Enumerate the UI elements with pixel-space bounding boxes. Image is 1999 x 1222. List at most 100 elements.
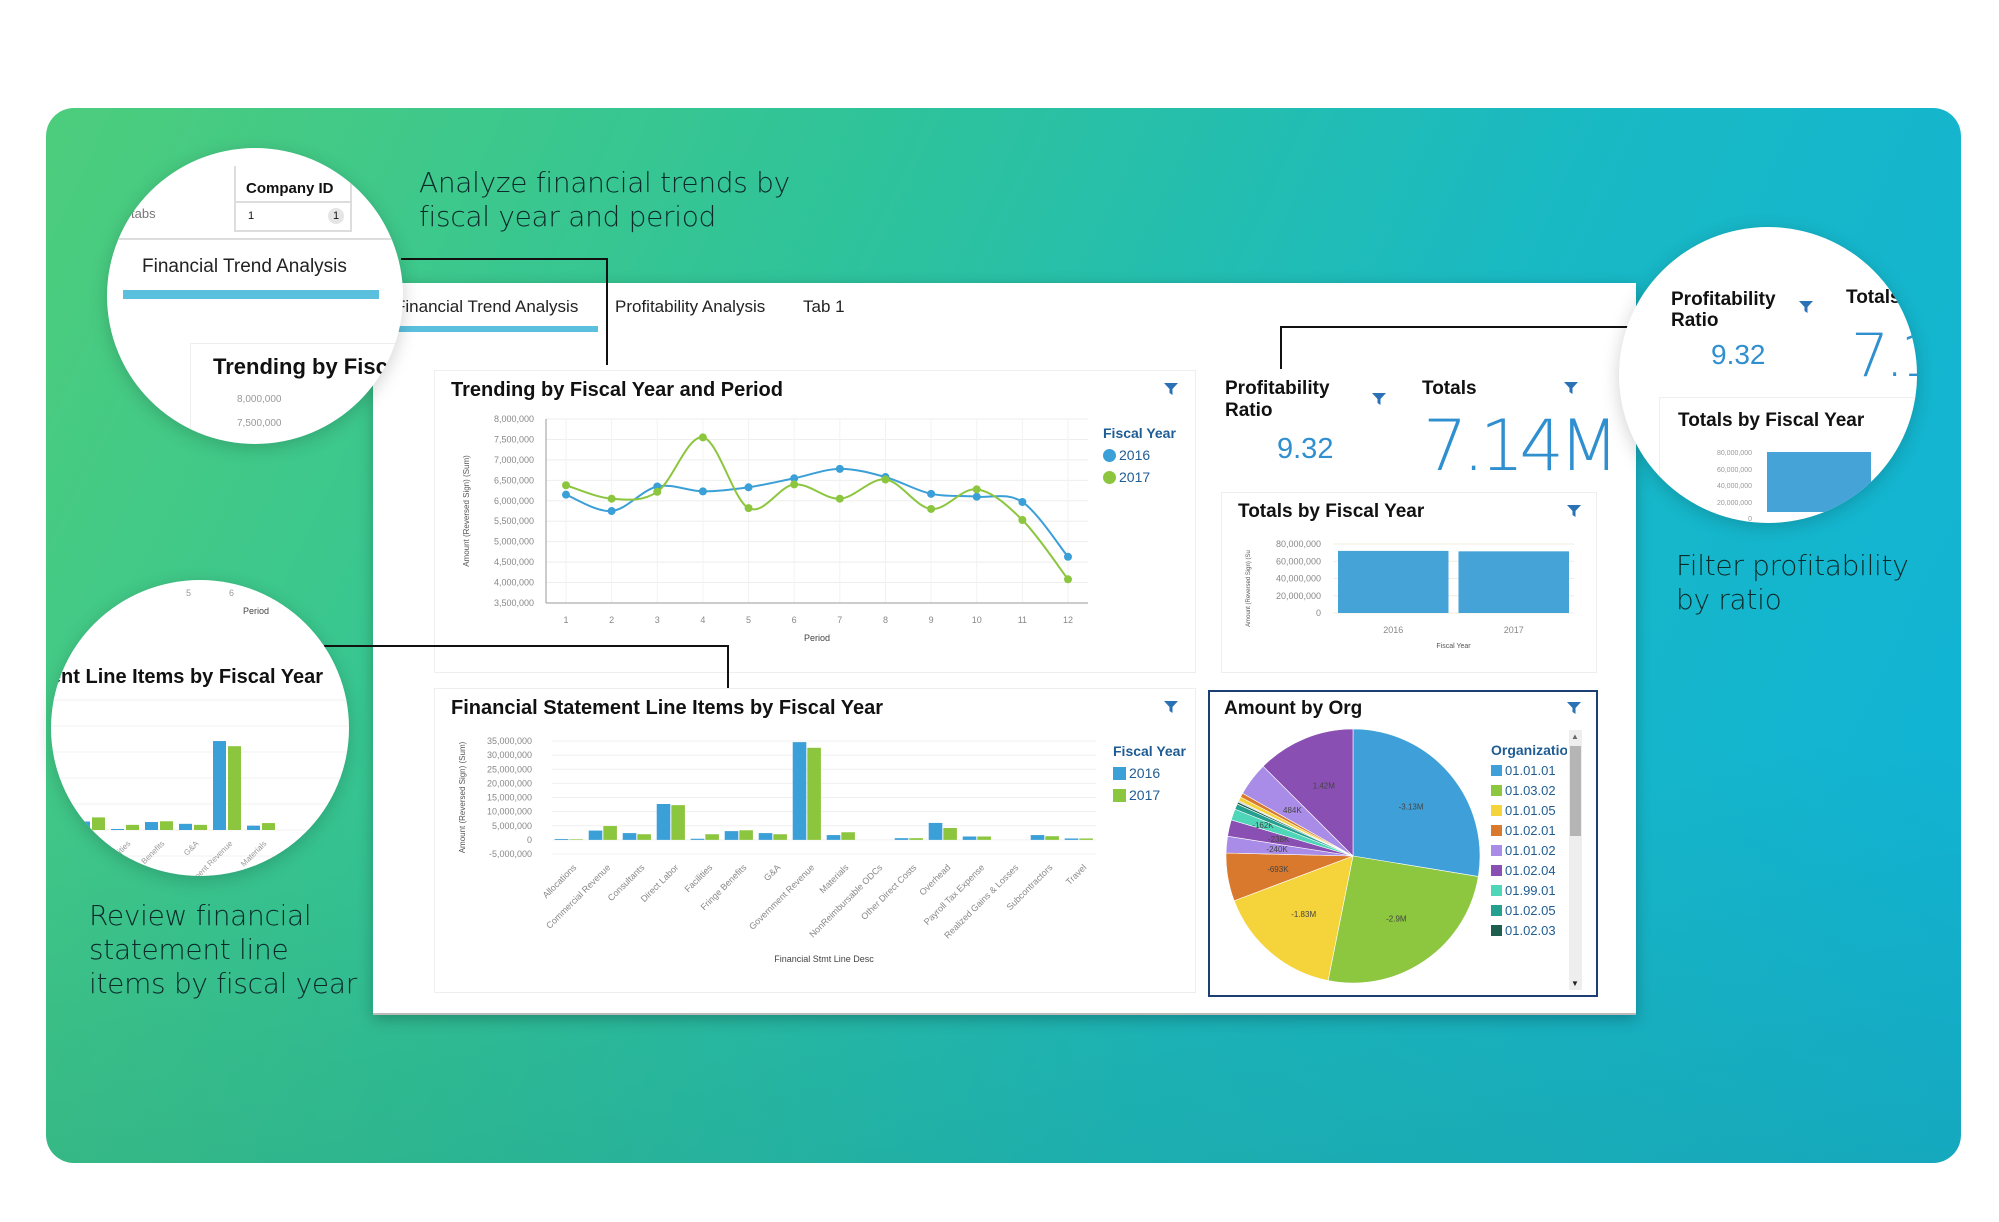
y-tick: 5,000,000 [494,537,534,547]
data-point-2016 [972,492,981,501]
callout-line: Analyze financial trends by [419,166,790,199]
bar-2016 [656,803,671,840]
connector-line [401,258,608,260]
legend-swatch [1491,845,1502,856]
callout-line: Filter profitability [1676,549,1909,582]
y-tick: 15,000,000 [487,793,532,803]
x-tick: Facilities [683,862,715,894]
legend-item-2017[interactable]: 2017 [1103,469,1176,485]
legend-item-2017[interactable]: 2017 [1113,787,1186,803]
bar-2017 [773,834,787,840]
legend-marker [1103,471,1116,484]
legend-item-2016[interactable]: 2016 [1113,765,1186,781]
y-tick: 35,000,000 [487,736,532,746]
x-tick: 3 [655,615,660,625]
filter-icon[interactable] [1798,299,1814,315]
trend-panel: Trending by Fiscal Year and Period 3,500… [434,370,1196,673]
callout-line: by ratio [1676,583,1782,616]
y-tick: 25,000,000 [487,764,532,774]
y-tick: 4,000,000 [494,578,534,588]
bar-2017 [705,834,719,840]
y-tick: 80,000,000 [1716,450,1752,457]
bar-2017 [92,817,105,830]
data-point-2016 [835,464,844,473]
x-tick: Government Revenue [173,839,235,876]
legend-item-01.03.02[interactable]: 01.03.02 [1491,783,1567,798]
company-id-filter[interactable]: Company ID 1 1 [234,166,352,232]
filter-icon[interactable] [1566,700,1582,716]
bar-2016 [928,822,943,840]
pie-slice-01.01.05 [1233,855,1354,981]
zoom-circle-tabs: tabs Company ID 1 1 Financial Trend Anal… [107,148,403,444]
filter-icon[interactable] [1566,503,1582,519]
legend-item-01.02.05[interactable]: 01.02.05 [1491,903,1567,918]
bar-2017 [943,828,957,840]
tab-financial-trend-analysis[interactable]: Financial Trend Analysis [142,256,347,277]
bar-2016 [588,830,603,840]
bar-2016[interactable] [1767,452,1871,512]
legend-item-01.01.02[interactable]: 01.01.02 [1491,843,1567,858]
legend-item-01.01.01[interactable]: 01.01.01 [1491,763,1567,778]
legend-item-01.02.03[interactable]: 01.02.03 [1491,923,1567,938]
y-tick: 20,000,000 [1276,591,1321,601]
pie-data-label: -1.83M [1291,910,1316,919]
x-tick: 7 [837,615,842,625]
caret-up-icon[interactable]: ▲ [1571,732,1579,741]
y-tick: 6,500,000 [494,475,534,485]
bar-2016 [554,839,569,840]
tab-tab-1[interactable]: Tab 1 [803,297,845,316]
legend-swatch [1491,885,1502,896]
legend-item-01.99.01[interactable]: 01.99.01 [1491,883,1567,898]
x-tick: 11 [1018,615,1027,625]
bar-2017 [1045,836,1059,840]
panel-title: Totals by Fiscal Year [1238,501,1425,522]
caret-down-icon[interactable]: ▼ [1571,979,1579,988]
org-pie-chart: -3.13M -2.9M -1.83M -693K -240K-238K -162K 484… [1225,728,1481,984]
title-line: Ratio [1671,310,1719,331]
data-point-2017 [835,494,844,503]
x-tick: Government Revenue [747,862,816,931]
legend-swatch [1491,785,1502,796]
data-point-2016 [607,507,616,515]
scrollbar-thumb[interactable] [1570,746,1581,836]
filter-icon[interactable] [1163,699,1179,715]
y-tick: 8,000,000 [494,414,534,424]
legend-item-01.02.01[interactable]: 01.02.01 [1491,823,1567,838]
data-point-2016 [1064,552,1072,561]
title-line: Ratio [1225,400,1273,421]
y-tick: 5,500,000 [494,516,534,526]
legend-marker [1113,789,1126,802]
legend-items: 01.01.01 01.03.02 01.01.05 01.02.01 01.01.02… [1491,763,1567,938]
legend-marker [1103,449,1116,462]
filter-icon[interactable] [1563,380,1579,396]
fs-lines-panel: Financial Statement Line Items by Fiscal… [434,688,1196,993]
y-tick: 7,500,000 [237,418,282,429]
tab-profitability-analysis[interactable]: Profitability Analysis [615,297,766,316]
trend-panel-preview: Trending by Fiscal Year and Period 8,000… [190,343,403,444]
x-tick: 4 [700,615,705,625]
legend-item-2016[interactable]: 2016 [1103,447,1176,463]
legend-item-01.01.05[interactable]: 01.01.05 [1491,803,1567,818]
tab-financial-trend-analysis[interactable]: Financial Trend Analysis [395,297,579,316]
company-id-value[interactable]: 1 [248,210,255,222]
legend-item-01.02.04[interactable]: 01.02.04 [1491,863,1567,878]
legend-swatch [1491,805,1502,816]
bar-2016 [1030,835,1045,840]
y-tick: 7,500,000 [494,434,534,444]
pie-data-label: -2.9M [1386,915,1407,924]
bar-2017 [228,746,241,830]
y-tick: 5,000,000 [492,821,532,831]
filter-icon[interactable] [1371,391,1387,407]
x-tick: 2017 [1504,625,1524,635]
active-tab-indicator [123,290,379,299]
legend-scrollbar[interactable]: ▲ ▼ [1569,730,1582,990]
x-axis-label: Financial Stmt Line Desc [774,954,874,964]
pie-data-label: -3.13M [1399,803,1424,812]
data-point-2017 [607,494,616,503]
filter-icon[interactable] [1163,381,1179,397]
y-axis-label: Amount (Reversed Sign) (Su [1246,550,1252,627]
x-tick: G&A [182,839,201,858]
legend-label: 2017 [1129,787,1161,803]
y-tick: 0 [1316,608,1321,618]
